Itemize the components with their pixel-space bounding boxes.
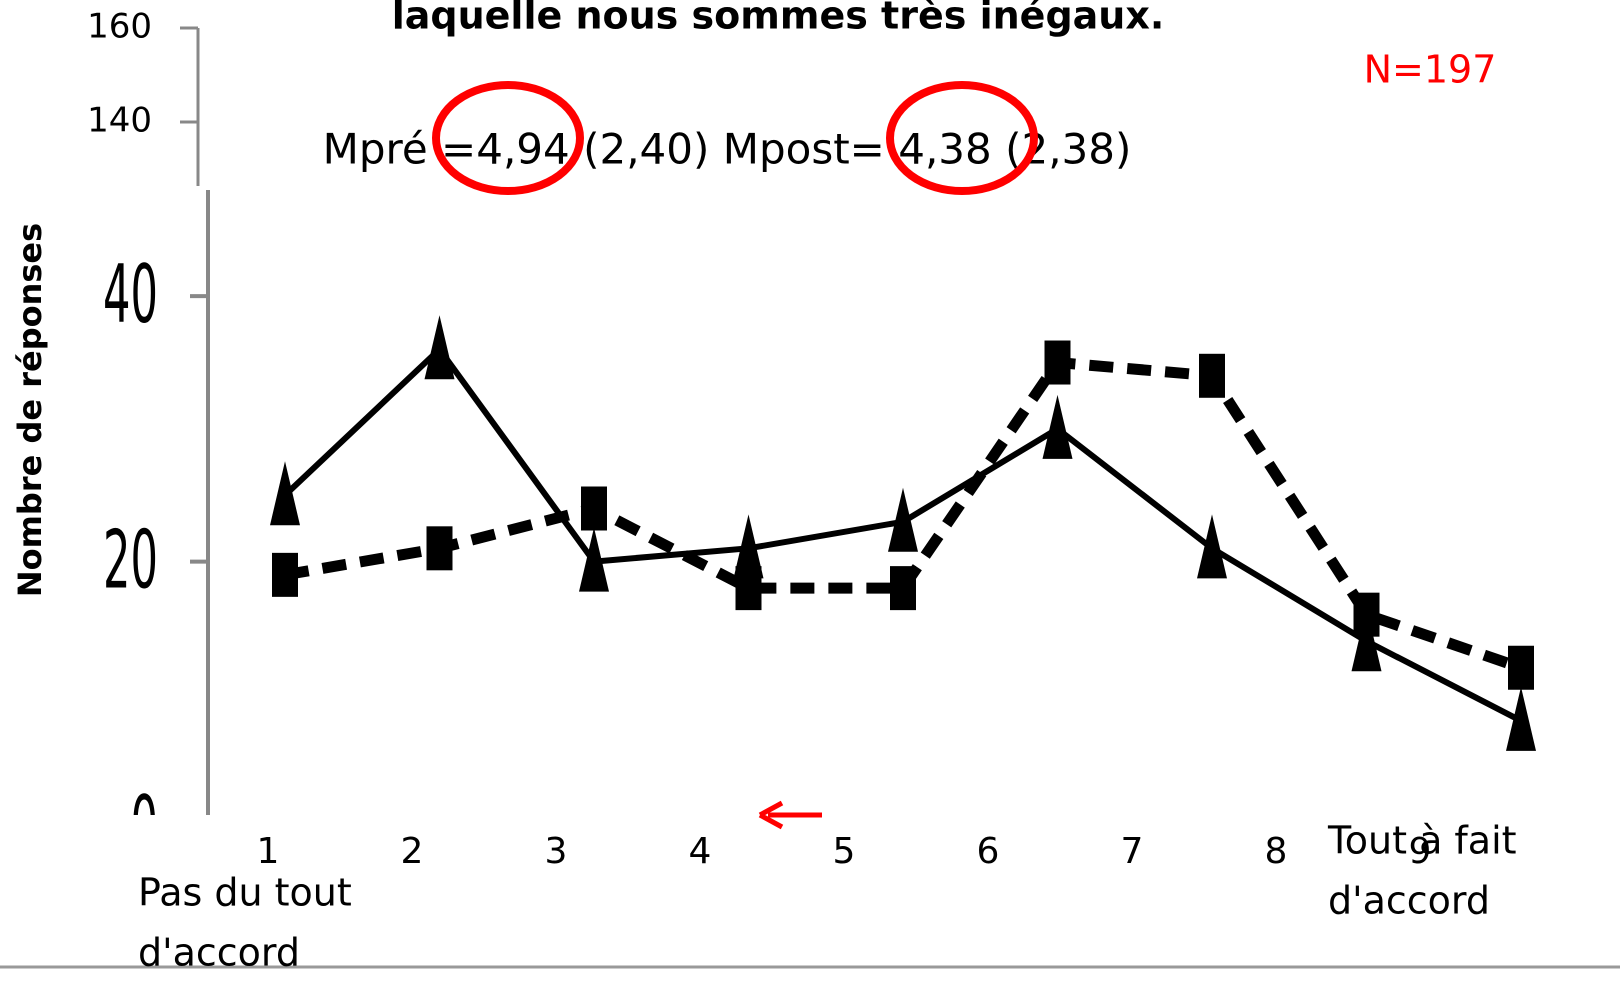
end-label: Pas du tout (138, 871, 352, 915)
end-label: d'accord (138, 931, 300, 975)
sample-size: N=197 (1364, 48, 1497, 92)
means-note: Mpré =4,94 (2,40) Mpost= 4,38 (2,38) (323, 125, 1132, 174)
marker (426, 526, 453, 571)
marker (1508, 645, 1534, 690)
arrow-head (758, 800, 784, 830)
y-tick-label: 20 (103, 514, 158, 607)
chart-title: laquelle nous sommes très inégaux. (392, 0, 1165, 38)
highlight-circle (432, 81, 584, 195)
marker (1197, 514, 1227, 579)
x-tick-label: 2 (401, 831, 424, 872)
marker (1506, 686, 1536, 751)
marker (733, 514, 764, 579)
x-tick-label: 7 (1121, 831, 1144, 872)
marker (579, 527, 609, 592)
marker (424, 315, 455, 380)
end-label: d'accord (1328, 879, 1490, 923)
end-label: Tout à fait (1327, 819, 1517, 863)
x-tick-label: 4 (689, 831, 712, 872)
marker (272, 552, 298, 597)
x-tick-label: 9 (1409, 831, 1432, 872)
highlight-circle (886, 81, 1038, 195)
x-tick-label: 6 (977, 831, 1000, 872)
marker (270, 461, 300, 526)
marker (581, 486, 607, 531)
marker (1044, 340, 1071, 385)
x-tick-label: 5 (833, 831, 856, 872)
plot-area: 0 20 40 (103, 248, 208, 872)
y-tick-label: 40 (103, 248, 158, 341)
marker (735, 566, 762, 611)
marker (890, 566, 916, 611)
series-line (284, 357, 1523, 673)
y-axis-label: Nombre de réponses (11, 223, 49, 597)
marker (888, 487, 918, 552)
x-tick-label: 3 (545, 831, 568, 872)
overlay-tick-label: 140 (87, 101, 152, 141)
y-tick-label: 0 (131, 779, 158, 872)
overlay-tick-label: 160 (87, 7, 152, 47)
x-tick-label: 8 (1265, 831, 1288, 872)
marker (1199, 353, 1225, 398)
marker (1353, 592, 1380, 637)
marker (1042, 394, 1073, 459)
marker (1351, 607, 1382, 672)
x-tick-label: 1 (257, 831, 280, 872)
